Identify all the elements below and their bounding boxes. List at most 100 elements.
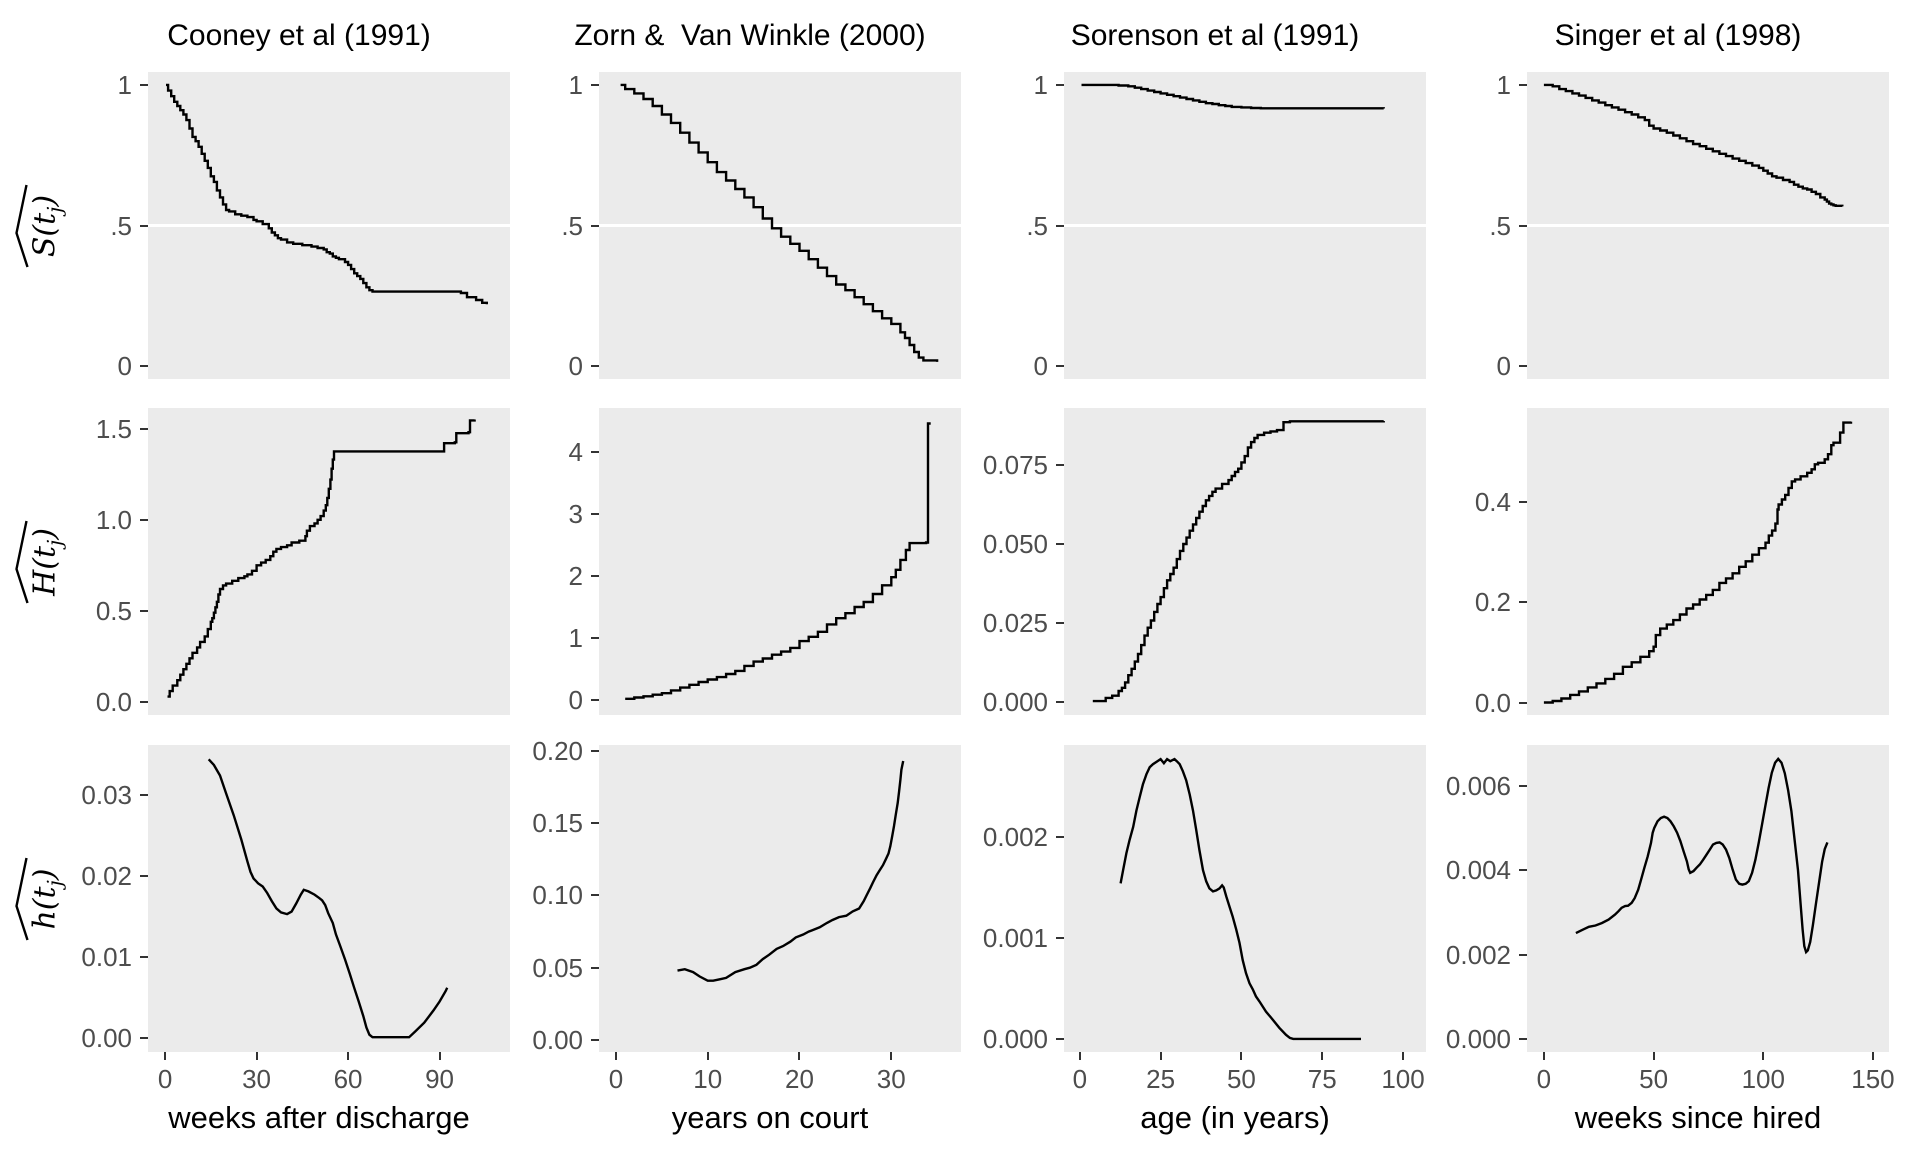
- panel-zorn-survival: [599, 72, 961, 379]
- x-axis-title: weeks after discharge: [168, 1100, 470, 1135]
- x-tick-label: 50: [1226, 1064, 1256, 1094]
- y-tick-mark: [140, 793, 148, 796]
- curve-singer-cumulative-hazard: [1543, 421, 1853, 704]
- panel-cooney-survival: [148, 72, 510, 379]
- panel-cooney-cumulative-hazard: [148, 408, 510, 715]
- y-axis-math-text: H(tj): [27, 527, 67, 596]
- x-axis-title: age (in years): [1140, 1100, 1330, 1135]
- y-tick-mark: [140, 518, 148, 521]
- y-tick-label: 1: [568, 69, 583, 100]
- y-tick-label: 0.15: [532, 808, 583, 839]
- y-tick-mark: [1519, 701, 1527, 704]
- y-tick-label: 1: [568, 623, 583, 653]
- y-tick-label: 2: [568, 561, 583, 591]
- panel-gridline: [148, 224, 510, 227]
- y-tick-mark: [591, 224, 599, 227]
- x-axis-title: weeks since hired: [1574, 1100, 1822, 1135]
- y-tick-mark: [140, 1036, 148, 1039]
- y-tick-mark: [1519, 1038, 1527, 1040]
- y-tick-mark: [591, 637, 599, 639]
- y-tick-label: 0.00: [81, 1022, 132, 1053]
- y-tick-mark: [1056, 83, 1064, 86]
- y-tick-mark: [140, 955, 148, 958]
- y-tick-mark: [140, 609, 148, 612]
- y-tick-mark: [591, 451, 599, 454]
- x-tick-mark: [255, 1052, 258, 1060]
- panel-singer-cumulative-hazard: [1527, 408, 1889, 715]
- x-tick-mark: [706, 1052, 709, 1060]
- y-tick-label: 0.000: [982, 687, 1048, 718]
- x-tick-mark: [164, 1052, 167, 1060]
- x-tick-mark: [614, 1052, 617, 1060]
- x-tick-label: 0: [1536, 1064, 1552, 1094]
- y-tick-mark: [140, 83, 148, 86]
- y-tick-mark: [1519, 784, 1527, 787]
- widehat-icon: [15, 520, 29, 603]
- curve-cooney-survival: [166, 83, 488, 305]
- panel-zorn-cumulative-hazard: [599, 408, 961, 715]
- x-tick-mark: [1078, 1052, 1081, 1060]
- column-title: Singer et al (1998): [1554, 19, 1802, 52]
- x-tick-mark: [438, 1052, 441, 1060]
- y-tick-mark: [1056, 1037, 1064, 1040]
- x-tick-mark: [1159, 1052, 1162, 1060]
- column-title: Sorenson et al (1991): [1070, 19, 1360, 52]
- column-title: Cooney et al (1991): [167, 19, 431, 52]
- curve-singer-hazard: [1575, 757, 1829, 955]
- panel-gridline: [1064, 224, 1426, 227]
- y-tick-label: 0.006: [1445, 770, 1511, 801]
- y-tick-mark: [140, 427, 148, 430]
- y-tick-mark: [591, 966, 599, 969]
- y-tick-label: .5: [110, 210, 132, 241]
- x-tick-mark: [1321, 1052, 1324, 1060]
- y-tick-mark: [1519, 869, 1527, 872]
- curve-zorn-survival: [620, 83, 939, 362]
- column-title: Zorn & Van Winkle (2000): [574, 19, 926, 52]
- panel-zorn-hazard: [599, 745, 961, 1052]
- y-tick-label: 0.01: [81, 941, 132, 972]
- y-tick-mark: [591, 698, 599, 701]
- x-tick-label: 30: [876, 1064, 906, 1094]
- y-tick-mark: [1519, 83, 1527, 86]
- y-tick-label: 0.025: [982, 607, 1048, 638]
- y-tick-label: 0.002: [1445, 939, 1511, 970]
- x-axis-title: years on court: [671, 1100, 869, 1135]
- panel-singer-survival: [1527, 72, 1889, 379]
- y-tick-label: 0.20: [532, 735, 583, 766]
- y-tick-label: .5: [561, 210, 583, 241]
- y-tick-mark: [1056, 463, 1064, 466]
- x-tick-mark: [1871, 1052, 1874, 1060]
- y-tick-mark: [1056, 835, 1064, 838]
- y-tick-mark: [1056, 542, 1064, 545]
- x-tick-label: 100: [1741, 1064, 1785, 1094]
- y-tick-mark: [1056, 621, 1064, 624]
- x-tick-label: 0: [1072, 1064, 1088, 1094]
- y-tick-label: 0.03: [81, 779, 132, 810]
- y-tick-mark: [1056, 224, 1064, 227]
- x-tick-mark: [1652, 1052, 1655, 1060]
- panel-singer-hazard: [1527, 745, 1889, 1052]
- curve-sorenson-survival: [1081, 83, 1385, 110]
- y-tick-label: 0.4: [1474, 486, 1511, 517]
- x-tick-label: 60: [333, 1064, 363, 1094]
- x-tick-mark: [890, 1052, 893, 1060]
- y-axis-math-label: h(tj): [14, 856, 67, 942]
- curve-zorn-cumulative-hazard: [625, 422, 931, 700]
- y-tick-label: 1: [1496, 69, 1511, 100]
- y-tick-label: 0: [568, 351, 583, 382]
- y-tick-label: 0.050: [982, 528, 1048, 559]
- x-tick-label: 25: [1146, 1064, 1176, 1094]
- curve-singer-survival: [1543, 83, 1844, 207]
- y-tick-mark: [1519, 601, 1527, 604]
- y-tick-label: 0: [1496, 351, 1511, 382]
- y-tick-label: 0: [117, 351, 132, 382]
- y-tick-mark: [140, 365, 148, 368]
- y-tick-label: 0.0: [95, 687, 132, 718]
- y-tick-label: 0.05: [532, 952, 583, 983]
- x-tick-label: 150: [1851, 1064, 1895, 1094]
- y-tick-label: 0.002: [982, 821, 1048, 852]
- y-tick-label: 0.004: [1445, 855, 1511, 886]
- x-tick-label: 0: [157, 1064, 173, 1094]
- x-tick-mark: [1240, 1052, 1243, 1060]
